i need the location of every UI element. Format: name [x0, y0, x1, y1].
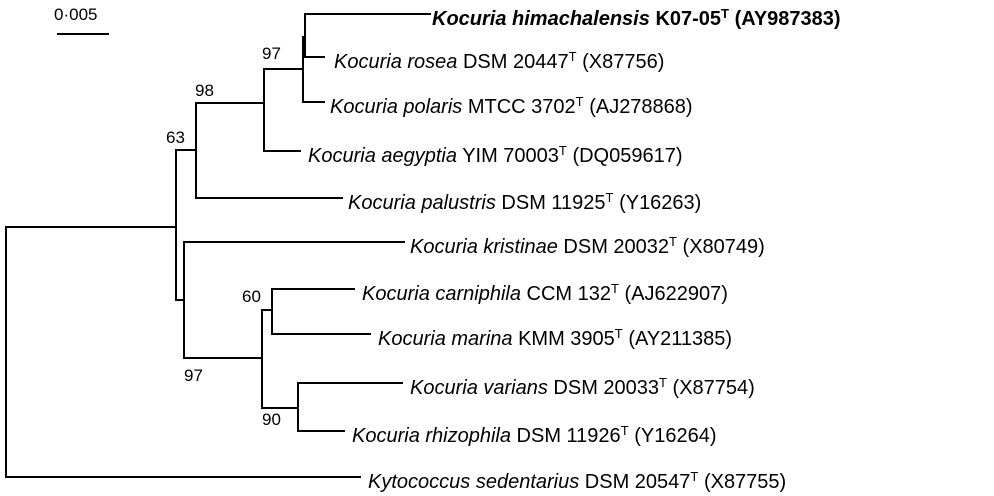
taxon-name: Kocuria marina	[378, 328, 513, 350]
accession: (X87756)	[582, 51, 664, 73]
type-strain-mark: T	[576, 94, 584, 109]
accession: (AY987383)	[735, 8, 841, 30]
taxon-name: Kocuria palustris	[348, 192, 496, 214]
taxon-name: Kocuria polaris	[330, 96, 462, 118]
taxon-label-kristinae: Kocuria kristinae DSM 20032T (X80749)	[410, 230, 765, 259]
taxon-name: Kocuria himachalensis	[432, 8, 650, 30]
type-strain-mark: T	[559, 143, 567, 158]
taxon-name: Kytococcus sedentarius	[368, 471, 579, 493]
accession: (AY211385)	[628, 328, 732, 350]
strain: CCM 132	[527, 283, 611, 305]
taxon-label-marina: Kocuria marina KMM 3905T (AY211385)	[378, 322, 732, 351]
type-strain-mark: T	[690, 469, 698, 484]
accession: (AJ278868)	[589, 96, 692, 118]
taxon-label-rosea: Kocuria rosea DSM 20447T (X87756)	[334, 45, 664, 74]
taxon-name: Kocuria rhizophila	[352, 425, 511, 447]
bootstrap-value: 63	[166, 128, 185, 148]
accession: (DQ059617)	[572, 145, 682, 167]
type-strain-mark: T	[659, 375, 667, 390]
bootstrap-value: 97	[262, 44, 281, 64]
type-strain-mark: T	[669, 234, 677, 249]
bootstrap-value: 97	[184, 366, 203, 386]
strain: DSM 11926	[517, 425, 621, 447]
taxon-name: Kocuria rosea	[334, 51, 457, 73]
accession: (X87754)	[673, 377, 755, 399]
type-strain-mark: T	[606, 190, 614, 205]
strain: MTCC 3702	[468, 96, 576, 118]
taxon-name: Kocuria aegyptia	[308, 145, 457, 167]
type-strain-mark: T	[569, 49, 577, 64]
strain: DSM 20033	[553, 377, 659, 399]
taxon-name: Kocuria carniphila	[362, 283, 521, 305]
accession: (AJ622907)	[625, 283, 728, 305]
bootstrap-value: 98	[195, 81, 214, 101]
strain: DSM 20547	[585, 471, 691, 493]
strain: YIM 70003	[462, 145, 559, 167]
strain: DSM 20447	[463, 51, 569, 73]
taxon-label-rhizophila: Kocuria rhizophila DSM 11926T (Y16264)	[352, 419, 716, 448]
taxon-name: Kocuria kristinae	[410, 236, 558, 258]
type-strain-mark: T	[611, 281, 619, 296]
taxon-label-palustris: Kocuria palustris DSM 11925T (Y16263)	[348, 186, 701, 215]
taxon-label-aegyptia: Kocuria aegyptia YIM 70003T (DQ059617)	[308, 139, 683, 168]
taxon-label-varians: Kocuria varians DSM 20033T (X87754)	[410, 371, 755, 400]
taxon-label-himachalensis: Kocuria himachalensis K07-05T (AY987383)	[432, 2, 841, 31]
accession: (X80749)	[683, 236, 765, 258]
bootstrap-value: 90	[262, 410, 281, 430]
strain: KMM 3905	[518, 328, 615, 350]
strain: DSM 20032	[563, 236, 669, 258]
taxon-label-carniphila: Kocuria carniphila CCM 132T (AJ622907)	[362, 277, 728, 306]
type-strain-mark: T	[615, 326, 623, 341]
strain: DSM 11925	[501, 192, 605, 214]
taxon-name: Kocuria varians	[410, 377, 548, 399]
accession: (X87755)	[704, 471, 786, 493]
strain: K07-05	[655, 8, 721, 30]
accession: (Y16264)	[634, 425, 716, 447]
taxon-label-sedentarius: Kytococcus sedentarius DSM 20547T (X8775…	[368, 465, 786, 494]
scale-bar-label: 0·005	[54, 5, 97, 25]
accession: (Y16263)	[619, 192, 701, 214]
type-strain-mark: T	[721, 6, 729, 21]
bootstrap-value: 60	[242, 287, 261, 307]
type-strain-mark: T	[621, 423, 629, 438]
taxon-label-polaris: Kocuria polaris MTCC 3702T (AJ278868)	[330, 90, 693, 119]
